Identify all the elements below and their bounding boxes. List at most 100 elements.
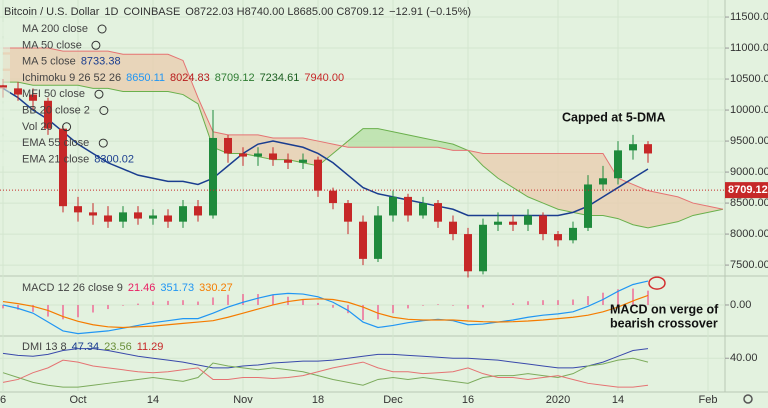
visibility-icon[interactable]	[98, 138, 108, 148]
candle-body	[404, 196, 412, 216]
histogram-bar	[212, 297, 214, 305]
candle-body	[584, 184, 592, 228]
legend-bg	[0, 103, 10, 118]
legend-bg	[0, 22, 10, 36]
histogram-bar	[452, 304, 454, 306]
candle-body	[389, 196, 397, 216]
cloud-segment	[693, 203, 708, 216]
visibility-icon[interactable]	[62, 122, 72, 132]
visibility-icon[interactable]	[99, 106, 109, 115]
histogram-bar	[92, 304, 94, 313]
candle-body	[359, 221, 367, 259]
candle-body	[134, 212, 142, 219]
legend-bg	[0, 152, 10, 167]
cloud-segment	[183, 60, 198, 104]
x-tick-label: 6	[0, 394, 6, 406]
text-part: Bitcoin / U.S. Dollar	[4, 6, 100, 18]
text-part: 1D	[104, 6, 118, 18]
histogram-bar	[422, 304, 424, 306]
cloud-segment	[618, 178, 633, 225]
cloud-segment	[393, 131, 408, 148]
legend-bg	[0, 136, 10, 151]
text-part: MA 200 close	[22, 23, 88, 35]
text-part: MACD 12 26 close 9	[22, 282, 123, 294]
candle-body	[89, 212, 97, 216]
histogram-bar	[62, 304, 64, 320]
candle-body	[59, 128, 67, 207]
cloud-segment	[633, 184, 648, 228]
settings-icon[interactable]	[743, 394, 753, 404]
highlight-circle	[648, 276, 666, 290]
candle-body	[164, 215, 172, 222]
histogram-bar	[557, 300, 559, 305]
price-tag-label: 8709.12	[728, 184, 768, 196]
candle-body	[614, 150, 622, 179]
candle-body	[374, 215, 382, 259]
candle-body	[239, 153, 247, 157]
y-tick-label: 40.00	[730, 352, 758, 364]
candle-body	[149, 215, 157, 219]
indicator-line	[3, 81, 724, 229]
legend-bg	[0, 119, 10, 134]
text-part: 8709.12	[215, 72, 255, 84]
candle-body	[329, 190, 337, 204]
legend-entry: MA 5 close 8733.38	[22, 56, 121, 68]
legend-entry: EMA 55 close	[22, 137, 89, 149]
histogram-bar	[227, 294, 229, 305]
cloud-segment	[378, 128, 393, 148]
candle-body	[479, 224, 487, 272]
histogram-bar	[542, 300, 544, 305]
histogram-bar	[482, 304, 484, 308]
indicator-line	[2, 294, 649, 329]
x-tick-label: Feb	[699, 394, 718, 406]
cloud-segment	[33, 48, 48, 86]
candle-body	[29, 94, 37, 101]
text-part: MFI 50 close	[22, 88, 85, 100]
candle-body	[194, 206, 202, 216]
histogram-bar	[317, 302, 319, 305]
cloud-segment	[663, 193, 678, 225]
candle-body	[224, 137, 232, 154]
histogram-bar	[197, 301, 199, 305]
histogram-bar	[242, 294, 244, 305]
y-tick-label: 9500.00	[730, 135, 768, 147]
candle-body	[629, 144, 637, 151]
cloud-segment	[648, 190, 663, 228]
candle-body	[119, 212, 127, 222]
legend-entry: DMI 13 8 47.34 23.56 11.29	[22, 341, 163, 353]
histogram-bar	[437, 304, 439, 305]
cloud-segment	[78, 51, 93, 89]
visibility-icon[interactable]	[91, 40, 101, 50]
histogram-bar	[512, 303, 514, 305]
histogram-bar	[467, 304, 469, 309]
cloud-segment	[303, 137, 318, 166]
cloud-segment	[288, 137, 303, 163]
histogram-bar	[107, 304, 109, 310]
histogram-bar	[17, 304, 19, 310]
cloud-segment	[528, 153, 543, 204]
visibility-icon[interactable]	[97, 24, 107, 34]
histogram-bar	[347, 304, 349, 314]
indicator-line	[3, 47, 724, 210]
text-part: 330.27	[199, 282, 233, 294]
legend-entry: MACD 12 26 close 9 21.46 351.73 330.27	[22, 282, 233, 294]
text-part: 8024.83	[170, 72, 210, 84]
candle-body	[284, 159, 292, 163]
candle-body	[449, 221, 457, 235]
cloud-segment	[198, 97, 213, 148]
candle-body	[464, 234, 472, 272]
histogram-bar	[632, 288, 634, 305]
legend-entry: MFI 50 close	[22, 88, 85, 100]
candle-body	[554, 234, 562, 241]
cloud-segment	[348, 128, 363, 148]
y-tick-label: 8500.00	[730, 197, 768, 209]
x-tick-label: 14	[612, 394, 624, 406]
price-tag-box	[725, 182, 768, 199]
annotation: MACD on verge of	[610, 302, 719, 316]
cloud-segment	[363, 128, 378, 148]
cloud-segment	[93, 51, 108, 89]
candle-body	[539, 215, 547, 235]
text-part: 47.34	[72, 341, 100, 353]
text-part: −12.91 (−0.15%)	[389, 6, 471, 18]
visibility-icon[interactable]	[94, 89, 104, 99]
